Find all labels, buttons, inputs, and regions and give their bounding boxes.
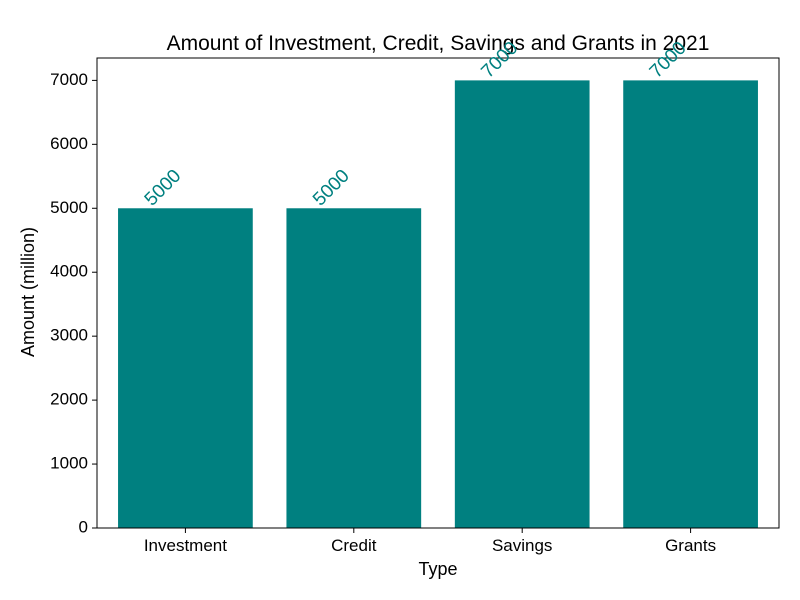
bar-credit — [286, 208, 422, 529]
plot-frame — [96, 57, 780, 529]
y-tick-label: 0 — [79, 517, 88, 536]
x-axis-label: Type — [418, 559, 457, 579]
y-axis: 0 1000 2000 3000 4000 5000 6000 7000 — [50, 70, 97, 536]
y-axis-label: Amount (million) — [18, 227, 38, 357]
y-tick-label: 5000 — [50, 198, 88, 217]
bar-grants — [623, 80, 758, 528]
x-tick-label: Savings — [492, 536, 552, 555]
y-tick-label: 7000 — [50, 70, 88, 89]
x-tick-label: Credit — [331, 536, 377, 555]
y-tick-label: 4000 — [50, 262, 88, 281]
data-label-credit: 5000 — [309, 166, 354, 211]
bars-group — [118, 80, 758, 529]
y-tick-label: 3000 — [50, 326, 88, 345]
x-tick-label: Investment — [144, 536, 227, 555]
y-tick-label: 2000 — [50, 390, 88, 409]
x-axis: Investment Credit Savings Grants — [144, 528, 716, 555]
bar-savings — [454, 80, 590, 528]
chart-title: Amount of Investment, Credit, Savings an… — [167, 32, 710, 55]
y-tick-label: 6000 — [50, 134, 88, 153]
y-tick-label: 1000 — [50, 454, 88, 473]
data-label-investment: 5000 — [141, 166, 186, 211]
x-tick-label: Grants — [665, 536, 716, 555]
bar-investment — [118, 208, 253, 529]
